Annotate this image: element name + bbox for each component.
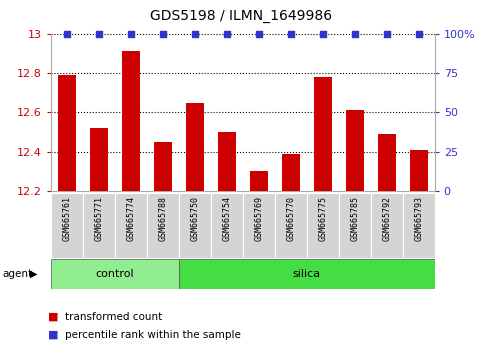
Bar: [307, 193, 339, 258]
Bar: [243, 193, 275, 258]
Text: GSM665792: GSM665792: [382, 196, 391, 241]
Text: GSM665788: GSM665788: [158, 196, 167, 241]
Bar: [186, 103, 203, 191]
Bar: [218, 132, 236, 191]
Text: GSM665785: GSM665785: [350, 196, 359, 241]
Text: ▶: ▶: [30, 269, 38, 279]
Bar: [179, 193, 211, 258]
Bar: [122, 51, 140, 191]
Text: percentile rank within the sample: percentile rank within the sample: [65, 330, 241, 339]
Bar: [211, 193, 242, 258]
Text: GSM665769: GSM665769: [254, 196, 263, 241]
Bar: [250, 171, 268, 191]
Text: GSM665770: GSM665770: [286, 196, 295, 241]
Bar: [83, 193, 115, 258]
Bar: [371, 193, 403, 258]
Bar: [147, 193, 179, 258]
Text: ■: ■: [48, 312, 59, 322]
Text: GSM665771: GSM665771: [94, 196, 103, 241]
Text: agent: agent: [2, 269, 32, 279]
Text: control: control: [96, 269, 134, 279]
Text: ■: ■: [48, 330, 59, 339]
Bar: [154, 142, 171, 191]
Bar: [339, 193, 371, 258]
Bar: [58, 75, 75, 191]
Point: [95, 31, 102, 36]
Text: GSM665750: GSM665750: [190, 196, 199, 241]
Point: [223, 31, 230, 36]
Bar: [403, 193, 435, 258]
Bar: [410, 150, 427, 191]
Point: [63, 31, 71, 36]
Text: silica: silica: [293, 269, 321, 279]
Text: GSM665754: GSM665754: [222, 196, 231, 241]
Bar: [282, 154, 299, 191]
Bar: [51, 259, 179, 289]
Text: GSM665793: GSM665793: [414, 196, 423, 241]
Point: [383, 31, 391, 36]
Text: transformed count: transformed count: [65, 312, 162, 322]
Text: GSM665775: GSM665775: [318, 196, 327, 241]
Bar: [90, 128, 108, 191]
Bar: [275, 193, 307, 258]
Point: [351, 31, 358, 36]
Bar: [179, 259, 435, 289]
Text: GSM665774: GSM665774: [126, 196, 135, 241]
Point: [191, 31, 199, 36]
Point: [255, 31, 263, 36]
Bar: [115, 193, 147, 258]
Point: [159, 31, 167, 36]
Bar: [346, 110, 364, 191]
Bar: [51, 193, 83, 258]
Point: [287, 31, 295, 36]
Text: GSM665761: GSM665761: [62, 196, 71, 241]
Text: GDS5198 / ILMN_1649986: GDS5198 / ILMN_1649986: [150, 9, 333, 23]
Point: [127, 31, 135, 36]
Point: [415, 31, 423, 36]
Bar: [378, 134, 396, 191]
Point: [319, 31, 327, 36]
Bar: [314, 77, 331, 191]
